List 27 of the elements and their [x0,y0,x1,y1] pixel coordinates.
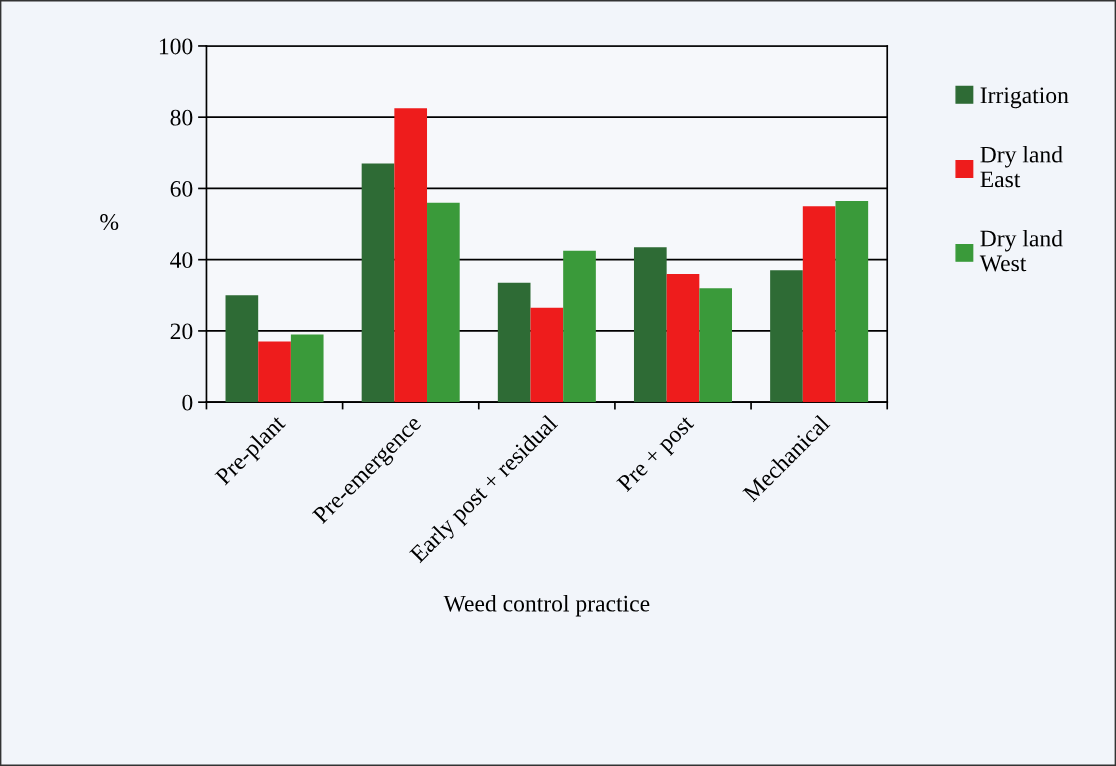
bar [633,247,667,403]
x-axis-title: Weed control practice [443,595,650,617]
y-tick-label: 40 [170,252,193,269]
y-tick-label: 80 [170,109,193,126]
y-tick-label: 60 [170,180,193,197]
bar [290,334,324,403]
bar [563,250,596,403]
y-tick-label: 0 [182,394,193,411]
legend-label: Irrigation [980,87,1069,109]
bar [225,295,259,403]
bar [666,273,700,403]
bar [770,270,803,403]
y-tick-label: 20 [170,323,193,340]
x-tick-label: Pre + post [616,414,699,496]
bar [394,108,428,403]
bar [361,163,395,403]
bar [835,200,869,403]
y-tick-label: 100 [159,38,193,55]
bar [427,202,460,403]
legend-label: Dry land West [979,229,1063,272]
bar [802,206,836,403]
bar [497,282,531,403]
y-axis-title: % [100,214,119,231]
bar [258,341,291,403]
bar [699,288,733,403]
bar [530,307,564,403]
legend-label: Dry land East [980,145,1063,188]
